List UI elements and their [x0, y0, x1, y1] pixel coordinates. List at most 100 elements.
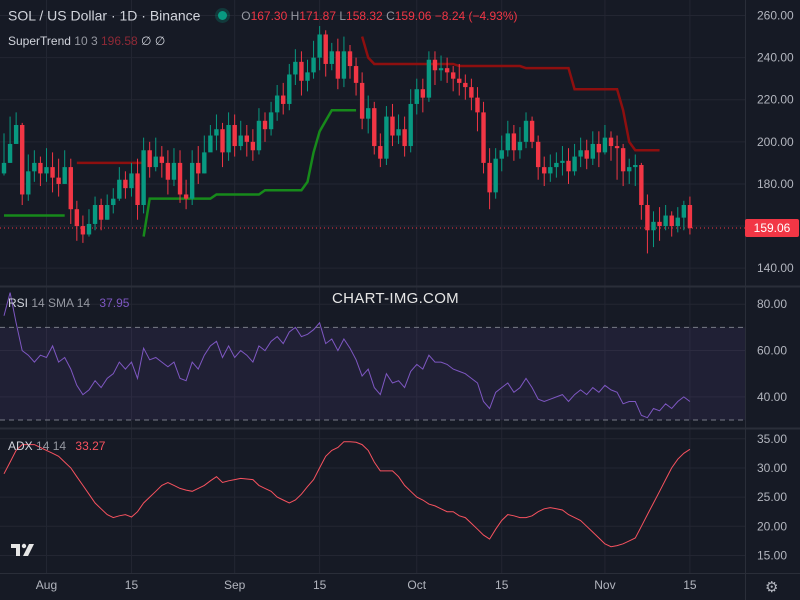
rsi-params: 14 SMA 14	[31, 296, 91, 310]
candle-body	[390, 116, 395, 136]
rsi-value: 37.95	[99, 296, 130, 310]
candle-body	[396, 129, 401, 136]
candle-body	[633, 165, 638, 168]
candle-body	[299, 61, 304, 81]
candle-body	[38, 162, 43, 174]
candle-body	[196, 162, 201, 174]
candle-body	[92, 205, 98, 224]
time-tick-label: Oct	[407, 578, 426, 592]
candle-body	[511, 133, 517, 151]
price-tick-label: 180.00	[757, 177, 794, 191]
candle-body	[1, 162, 7, 174]
candle-body	[402, 129, 407, 147]
ohlc-values: O167.30 H171.87 L158.32 C159.06 −8.24 (−…	[241, 8, 518, 23]
supertrend-na-1: ∅	[141, 34, 152, 48]
candle-body	[238, 135, 243, 147]
supertrend-params: 10 3	[74, 34, 98, 48]
candle-body	[26, 171, 31, 195]
time-tick-label: 15	[125, 578, 139, 592]
rsi-band	[0, 327, 745, 421]
candle-body	[438, 68, 444, 71]
open-value: 167.30	[250, 8, 288, 23]
candle-body	[584, 150, 589, 159]
candle-body	[578, 150, 583, 157]
candle-body	[165, 162, 171, 180]
candle-body	[135, 173, 140, 205]
rsi-legend[interactable]: RSI 14 SMA 14 37.95	[8, 296, 129, 310]
candle-body	[614, 146, 620, 149]
symbol-title[interactable]: SOL / US Dollar · 1D · Binance	[8, 7, 201, 24]
time-tick-label: 15	[313, 578, 327, 592]
candle-body	[171, 162, 177, 180]
low-value: 158.32	[346, 8, 383, 23]
candles	[1, 26, 693, 254]
candle-body	[189, 162, 195, 199]
candle-body	[117, 179, 122, 199]
candle-body	[675, 217, 680, 227]
candle-body	[268, 112, 274, 130]
candle-body	[98, 205, 104, 220]
candle-body	[651, 221, 656, 231]
adx-line	[3, 441, 691, 548]
price-tick-label: 240.00	[757, 51, 794, 65]
candle-body	[687, 205, 693, 229]
gear-icon[interactable]: ⚙	[765, 579, 779, 596]
candle-body	[681, 205, 687, 218]
price-tick-label: 260.00	[757, 9, 794, 23]
candle-body	[450, 72, 456, 79]
candle-body	[535, 141, 541, 168]
price-axis[interactable]: 140.00160.00180.00200.00220.00240.00260.…	[757, 9, 794, 563]
candle-body	[566, 160, 571, 172]
adx-legend[interactable]: ADX 14 14 33.27	[8, 439, 105, 453]
price-tick-label: 30.00	[757, 461, 787, 475]
candle-body	[56, 177, 61, 184]
candle-body	[542, 167, 547, 174]
candle-body	[20, 125, 25, 195]
price-tick-label: 220.00	[757, 93, 794, 107]
price-tick-label: 35.00	[757, 432, 787, 446]
candle-body	[147, 150, 152, 168]
candle-body	[444, 68, 450, 73]
supertrend-legend[interactable]: SuperTrend 10 3 196.58 ∅ ∅	[8, 34, 165, 48]
candle-body	[347, 51, 353, 67]
tradingview-logo-icon[interactable]	[11, 542, 37, 558]
close-value: 159.06	[394, 8, 432, 23]
price-tick-label: 140.00	[757, 261, 794, 275]
time-tick-label: 15	[495, 578, 509, 592]
candle-body	[68, 167, 73, 210]
time-tick-label: Sep	[224, 578, 246, 592]
candle-body	[548, 167, 553, 174]
time-tick-label: Nov	[594, 578, 615, 592]
candle-body	[529, 120, 535, 142]
candle-body	[232, 125, 237, 147]
candle-body	[590, 143, 595, 159]
candle-body	[244, 135, 249, 142]
candle-body	[86, 223, 92, 235]
candle-body	[378, 146, 383, 159]
candle-body	[50, 167, 55, 178]
candle-body	[487, 162, 492, 193]
candle-body	[32, 162, 37, 172]
candle-body	[523, 120, 529, 142]
adx-value: 33.27	[75, 439, 106, 453]
candle-body	[481, 112, 486, 163]
candle-body	[608, 137, 614, 147]
candle-body	[463, 82, 468, 88]
candle-body	[287, 74, 292, 104]
current-price-tag: 159.06	[745, 219, 799, 238]
candle-body	[250, 141, 256, 151]
supertrend-name: SuperTrend	[8, 34, 71, 48]
candle-body	[226, 125, 231, 153]
candle-body	[359, 82, 365, 119]
candle-body	[311, 57, 316, 73]
candle-body	[353, 66, 359, 83]
candle-body	[372, 108, 377, 147]
candle-body	[669, 215, 674, 227]
candle-body	[335, 51, 341, 79]
time-axis[interactable]: Aug 15 Sep 15 Oct 15 Nov 15	[36, 578, 697, 592]
adx-params: 14 14	[36, 439, 67, 453]
candle-body	[554, 162, 559, 168]
candle-body	[572, 156, 577, 172]
candle-body	[317, 34, 322, 58]
